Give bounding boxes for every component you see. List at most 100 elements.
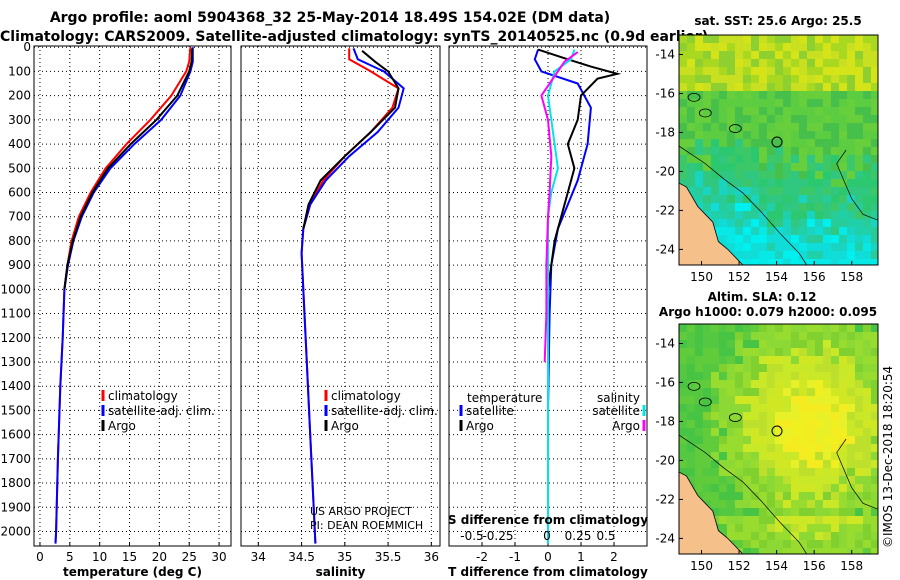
map-cell <box>839 163 848 172</box>
map-cell <box>839 99 848 108</box>
map-cell <box>863 508 872 517</box>
y-tick-label: 500 <box>8 161 31 175</box>
map-cell <box>823 444 832 453</box>
map-cell <box>719 211 728 220</box>
map-cell <box>703 492 712 501</box>
map-cell <box>735 243 744 252</box>
y-tick-label: 1400 <box>0 379 31 393</box>
map-cell <box>727 476 736 485</box>
map-cell <box>823 35 832 44</box>
map-cell <box>799 380 808 389</box>
map-cell <box>783 436 792 445</box>
map-cell <box>823 67 832 76</box>
map-cell <box>711 428 720 437</box>
map-cell <box>815 436 824 445</box>
map-cell <box>719 219 728 228</box>
map-cell <box>719 131 728 140</box>
map-cell <box>775 59 784 68</box>
map-cell <box>807 163 816 172</box>
map-cell <box>807 59 816 68</box>
x-tick-label: 34.5 <box>288 550 315 564</box>
map-cell <box>775 532 784 541</box>
map-cell <box>751 43 760 52</box>
map-cell <box>831 99 840 108</box>
map-cell <box>703 139 712 148</box>
map-cell <box>863 436 872 445</box>
map-cell <box>703 163 712 172</box>
map-cell <box>751 243 760 252</box>
map-cell <box>679 428 688 437</box>
map-cell <box>751 107 760 116</box>
map-cell <box>831 75 840 84</box>
map-cell <box>743 356 752 365</box>
map-cell <box>767 468 776 477</box>
map-cell <box>847 235 856 244</box>
map-cell <box>695 372 704 381</box>
map-cell <box>735 540 744 549</box>
map-cell <box>799 404 808 413</box>
reef-outline <box>728 413 742 422</box>
map-cell <box>775 179 784 188</box>
map-cell <box>711 412 720 421</box>
map-cell <box>807 211 816 220</box>
map-cell <box>815 171 824 180</box>
map-cell <box>719 67 728 76</box>
map-cell <box>855 348 864 357</box>
map-cell <box>711 83 720 92</box>
map-cell <box>751 227 760 236</box>
map-cell <box>743 155 752 164</box>
map-cell <box>775 155 784 164</box>
map-cell <box>823 139 832 148</box>
map-cell <box>743 43 752 52</box>
map-cell <box>823 203 832 212</box>
map-cell <box>871 444 878 453</box>
map-cell <box>791 243 800 252</box>
map-cell <box>719 428 728 437</box>
map-cell <box>815 35 824 44</box>
map-cell <box>847 83 856 92</box>
map-cell <box>799 340 808 349</box>
map-cell <box>695 139 704 148</box>
map-cell <box>839 324 848 333</box>
map-cell <box>727 203 736 212</box>
map-cell <box>775 243 784 252</box>
map-cell <box>823 171 832 180</box>
map-cell <box>783 91 792 100</box>
map-cell <box>863 548 872 554</box>
x-tick-label: 20 <box>152 550 167 564</box>
map-cell <box>799 259 808 265</box>
map-cell <box>743 524 752 533</box>
lat-tick-label: -22 <box>655 203 675 217</box>
y-tick-label: 1700 <box>0 452 31 466</box>
difference-series-t-satellite <box>533 49 592 483</box>
map-cell <box>759 91 768 100</box>
map-cell <box>735 388 744 397</box>
map-cell <box>759 67 768 76</box>
map-cell <box>687 123 696 132</box>
map-cell <box>791 59 800 68</box>
map-cell <box>735 476 744 485</box>
map-cell <box>743 59 752 68</box>
map-cell <box>759 235 768 244</box>
map-cell <box>679 179 688 188</box>
map-cell <box>743 508 752 517</box>
map-cell <box>807 460 816 469</box>
map-cell <box>871 59 878 68</box>
lat-tick-label: -16 <box>655 375 675 389</box>
map-cell <box>807 468 816 477</box>
map-cell <box>687 43 696 52</box>
map-cell <box>839 75 848 84</box>
map-cell <box>759 372 768 381</box>
map-cell <box>839 155 848 164</box>
map-cell <box>807 540 816 549</box>
map-cell <box>871 131 878 140</box>
map-cell <box>751 420 760 429</box>
map-cell <box>791 171 800 180</box>
difference-series-s-satellite <box>546 49 576 544</box>
map-cell <box>735 492 744 501</box>
map-cell <box>807 51 816 60</box>
map-cell <box>799 83 808 92</box>
map-cell <box>695 195 704 204</box>
map-cell <box>855 51 864 60</box>
map-cell <box>847 404 856 413</box>
